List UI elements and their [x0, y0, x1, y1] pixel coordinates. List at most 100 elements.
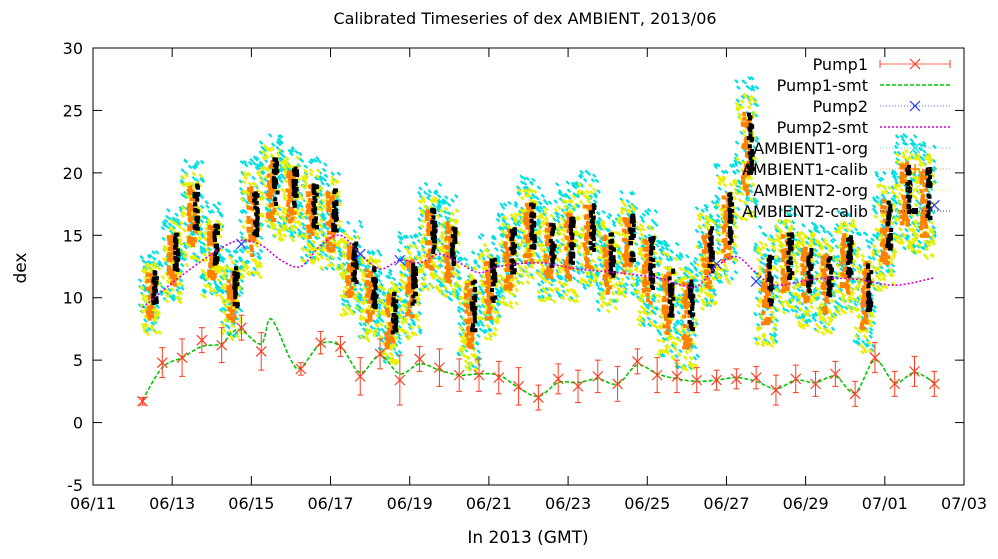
- ambient1-org-point: [313, 176, 319, 181]
- ambient2-org-point: [374, 322, 380, 328]
- ambient1-org-point: [216, 251, 222, 257]
- ambient1-calib-point: [529, 258, 534, 263]
- ambient2-org-point: [255, 270, 261, 276]
- ambient2-org-point: [154, 313, 159, 318]
- ambient2-calib-point: [430, 220, 435, 225]
- ambient1-calib-point: [585, 221, 590, 226]
- ambient2-calib-point: [254, 206, 259, 211]
- ambient1-org-point: [239, 160, 245, 165]
- ambient2-org-point: [355, 234, 361, 240]
- ambient1-calib-point: [147, 316, 152, 321]
- ambient1-org-point: [250, 272, 256, 277]
- ambient1-org-point: [276, 175, 282, 181]
- ambient1-org-point: [317, 159, 322, 164]
- ambient1-org-point: [203, 215, 209, 221]
- ambient2-org-point: [556, 258, 562, 264]
- ambient1-org-point: [380, 327, 385, 333]
- ambient2-org-point: [341, 254, 347, 259]
- ambient1-org-point: [323, 173, 329, 178]
- ambient1-org-point: [220, 258, 225, 264]
- ambient2-calib-point: [192, 191, 197, 196]
- ambient2-calib-point: [472, 279, 477, 284]
- ambient2-org-point: [525, 280, 531, 285]
- ambient1-calib-point: [188, 240, 193, 245]
- ambient1-org-point: [275, 184, 281, 189]
- ambient2-calib-point: [550, 228, 555, 233]
- ambient2-calib-point: [173, 238, 178, 243]
- ambient2-org-point: [391, 286, 396, 292]
- ambient1-org-point: [566, 195, 572, 201]
- ambient1-org-point: [397, 230, 403, 236]
- ambient1-calib-point: [211, 227, 216, 232]
- ambient1-org-point: [239, 209, 245, 215]
- ambient1-calib-point: [347, 280, 352, 285]
- ambient2-calib-point: [273, 201, 278, 206]
- ambient2-org-point: [543, 290, 548, 295]
- ambient1-org-point: [282, 220, 287, 226]
- ambient2-org-point: [221, 309, 227, 315]
- ambient2-calib-point: [609, 232, 614, 237]
- ambient1-org-point: [238, 186, 244, 192]
- ambient1-org-point: [597, 216, 603, 222]
- ambient2-org-point: [221, 300, 226, 305]
- ambient1-calib-point: [523, 212, 528, 217]
- ambient1-org-point: [357, 281, 363, 287]
- ambient2-org-point: [162, 244, 168, 250]
- ambient1-org-point: [318, 175, 324, 180]
- ambient2-org-point: [390, 343, 395, 349]
- ambient2-org-point: [220, 296, 225, 302]
- ambient1-org-point: [376, 278, 382, 283]
- ambient2-calib-point: [473, 294, 478, 299]
- ambient2-org-point: [340, 249, 346, 255]
- ambient1-org-point: [500, 205, 506, 210]
- ambient1-org-point: [255, 163, 261, 168]
- ambient1-calib-point: [325, 239, 330, 244]
- ambient2-org-point: [264, 146, 269, 151]
- ambient2-org-point: [477, 290, 482, 296]
- ambient2-org-point: [421, 218, 427, 224]
- ambient1-org-point: [337, 246, 342, 252]
- ambient1-org-point: [325, 182, 331, 188]
- ambient2-org-point: [408, 243, 414, 249]
- ambient2-org-point: [295, 155, 301, 161]
- ambient2-org-point: [304, 232, 309, 238]
- ambient1-org-point: [540, 193, 546, 199]
- ambient2-calib-point: [173, 244, 178, 249]
- ambient1-calib-point: [145, 272, 150, 277]
- ambient1-org-point: [278, 151, 283, 156]
- ambient1-org-point: [417, 217, 422, 222]
- ambient2-calib-point: [351, 277, 356, 282]
- ambient2-org-point: [142, 268, 147, 273]
- ambient2-org-point: [318, 224, 324, 229]
- ambient1-calib-point: [463, 292, 468, 297]
- ambient1-calib-point: [249, 226, 254, 231]
- ambient2-calib-point: [432, 244, 437, 249]
- ambient1-org-point: [341, 261, 347, 267]
- ambient2-org-point: [513, 275, 519, 281]
- ambient1-calib-point: [170, 274, 175, 279]
- ambient1-org-point: [260, 170, 265, 176]
- ambient2-org-point: [400, 320, 405, 326]
- ambient1-calib-point: [329, 215, 334, 220]
- ambient2-org-point: [173, 221, 179, 227]
- ambient1-calib-point: [548, 270, 553, 275]
- ambient2-org-point: [228, 329, 233, 335]
- ambient1-calib-point: [367, 315, 372, 320]
- ambient1-calib-point: [463, 295, 468, 300]
- ambient2-org-point: [420, 268, 425, 274]
- ambient2-org-point: [443, 206, 449, 212]
- ambient2-org-point: [303, 168, 308, 174]
- ambient2-org-point: [152, 318, 157, 323]
- ambient2-org-point: [443, 292, 449, 298]
- ambient1-calib-point: [188, 218, 193, 223]
- ambient2-org-point: [458, 347, 464, 353]
- ambient2-org-point: [342, 311, 347, 317]
- ambient1-org-point: [191, 176, 197, 181]
- ambient2-org-point: [167, 276, 172, 282]
- ambient1-calib-point: [187, 203, 192, 208]
- ambient1-org-point: [232, 249, 238, 255]
- ambient2-calib-point: [154, 296, 159, 301]
- ambient2-calib-point: [471, 303, 476, 308]
- ambient2-calib-point: [390, 317, 395, 322]
- ambient2-org-point: [311, 258, 317, 263]
